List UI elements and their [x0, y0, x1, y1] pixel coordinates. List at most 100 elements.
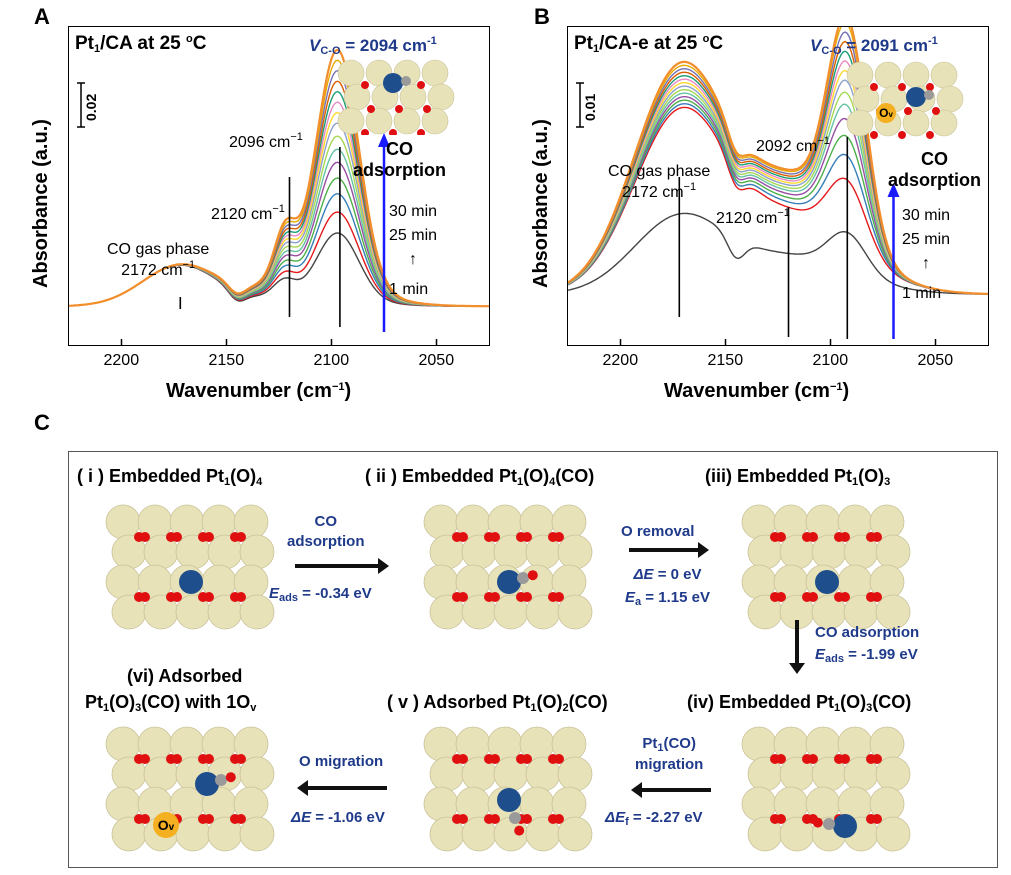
peak-label-main-b: 2092 cm−1 [756, 135, 830, 155]
gas-phase-label-a: CO gas phase 2172 cm−1 [107, 241, 210, 280]
lattice-atom [423, 564, 459, 600]
state-title-1: ( i ) Embedded Pt1(O)4 [77, 466, 263, 488]
oxygen-atom [204, 532, 214, 542]
platinum-atom [497, 570, 521, 594]
co-oxygen-atom [514, 825, 525, 836]
time-arrow-head [887, 183, 900, 197]
lattice-atom [421, 107, 449, 135]
slab-state-2 [423, 504, 593, 630]
ov-label-c: Ov [153, 812, 179, 838]
slab-state-4 [741, 726, 911, 852]
oxygen-atom [840, 592, 850, 602]
platinum-atom [497, 788, 521, 812]
slab-state-6 [105, 726, 275, 852]
spectrum-series-1 [568, 212, 988, 295]
carbon-atom [823, 818, 835, 830]
scale-bar [77, 82, 85, 128]
oxygen-atom [554, 532, 564, 542]
lattice-atom [846, 109, 874, 137]
x-tick-label: 2200 [602, 352, 639, 369]
spectrum-chart-a [69, 48, 489, 345]
y-axis-label-b: Absorbance (a.u.) [530, 119, 552, 288]
platinum-atom [906, 87, 926, 107]
oxygen-atom [776, 814, 786, 824]
lattice-atom [936, 85, 964, 113]
arrow-step-3 [789, 620, 805, 674]
platinum-atom [179, 570, 203, 594]
lattice-atom [239, 816, 275, 852]
lattice-atom [105, 786, 141, 822]
lattice-atom [239, 534, 275, 570]
state-title-4: (iv) Embedded Pt1(O)3(CO) [687, 692, 912, 714]
ov-label-b: Ov [876, 103, 896, 123]
oxygen-atom [140, 532, 150, 542]
lattice-atom [557, 816, 593, 852]
lattice-atom [874, 61, 902, 89]
lattice-atom [902, 61, 930, 89]
slab-state-5 [423, 726, 593, 852]
chart-title-b: Pt1/CA-e at 25 oC [574, 33, 724, 55]
vco-label-b: VC-O = 2091 cm-1 [810, 35, 938, 57]
lattice-atom [846, 61, 874, 89]
spectrum-series-15 [568, 27, 988, 295]
lattice-atom [557, 594, 593, 630]
lattice-atom [423, 504, 459, 540]
lattice-atom [930, 61, 958, 89]
x-tick-label: 2150 [707, 352, 744, 369]
step-o-migration-label: O migration [299, 753, 384, 770]
y-axis-label-a: Absorbance (a.u.) [30, 119, 52, 288]
oxygen-atom [361, 81, 369, 89]
oxygen-atom [458, 814, 468, 824]
lattice-atom [741, 504, 777, 540]
lattice-atom [875, 756, 911, 792]
oxygen-atom [490, 814, 500, 824]
panel-letter-a: A [34, 4, 50, 29]
oxygen-atom [140, 814, 150, 824]
lattice-atom [105, 726, 141, 762]
lattice-atom [337, 59, 365, 87]
oxygen-atom [776, 532, 786, 542]
oxygen-atom [522, 754, 532, 764]
carbon-atom [509, 812, 521, 824]
oxygen-atom [872, 754, 882, 764]
chart-title-a: Pt1/CA at 25 oC [75, 33, 207, 55]
carbon-atom [924, 90, 934, 100]
lattice-atom [741, 726, 777, 762]
time-label-30-b: 30 min [902, 207, 951, 224]
lattice-atom [365, 107, 393, 135]
spectrum-chart-b [568, 27, 988, 345]
time-arrow-icon-a: ↑ [409, 251, 417, 268]
oxygen-atom [172, 592, 182, 602]
oxygen-atom [417, 81, 425, 89]
scale-bar-label-b: 0.01 [582, 93, 598, 121]
lattice-atom [741, 564, 777, 600]
panel-letter-b: B [534, 4, 550, 29]
state-title-5: ( v ) Adsorbed Pt1(O)2(CO) [387, 692, 608, 714]
oxygen-atom [840, 754, 850, 764]
slab-state-1 [105, 504, 275, 630]
oxygen-atom [490, 592, 500, 602]
oxygen-atom [204, 754, 214, 764]
time-label-25-b: 25 min [902, 231, 951, 248]
mechanism-panel: ( i ) Embedded Pt1(O)4 ( ii ) Embedded P… [68, 451, 998, 868]
time-label-25-a: 25 min [389, 227, 438, 244]
step-co-adsorption-2: CO adsorption Eads = -1.99 eV [815, 624, 920, 665]
lattice-atom [105, 504, 141, 540]
arrow-step-4 [631, 782, 711, 798]
slab-state-3 [741, 504, 911, 630]
oxygen-atom [776, 754, 786, 764]
x-tick-label: 2050 [418, 352, 455, 369]
lattice-atom [427, 83, 455, 111]
slab-inset-a [337, 59, 455, 135]
oxygen-atom [554, 592, 564, 602]
co-oxygen-atom [225, 772, 236, 783]
oxygen-atom [932, 107, 940, 115]
oxygen-atom [872, 592, 882, 602]
panel-letter-c: C [34, 410, 50, 435]
oxygen-atom [236, 592, 246, 602]
arrow-step-2 [629, 542, 709, 558]
oxygen-atom [490, 754, 500, 764]
carbon-atom [401, 76, 411, 86]
x-tick-label: 2150 [208, 352, 245, 369]
oxygen-atom [236, 754, 246, 764]
